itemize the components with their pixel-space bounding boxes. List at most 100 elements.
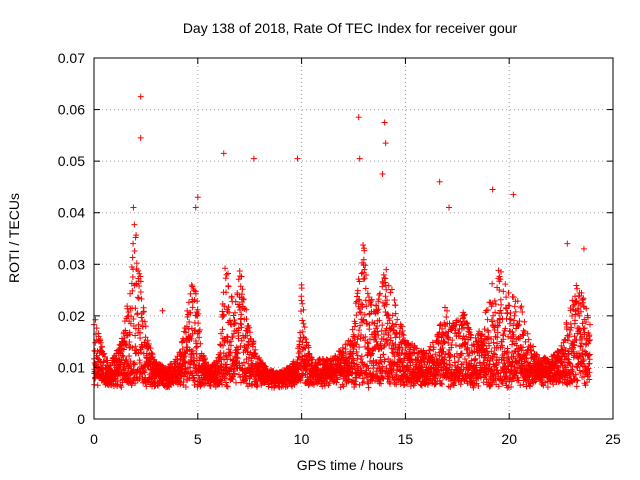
data-point <box>383 297 390 304</box>
data-point <box>392 371 399 378</box>
data-point <box>571 333 578 340</box>
data-point <box>245 360 252 367</box>
data-point <box>125 362 132 369</box>
data-point <box>323 378 330 385</box>
data-point <box>521 318 528 325</box>
data-point <box>295 350 302 357</box>
data-point <box>297 348 304 355</box>
data-point <box>298 285 305 292</box>
data-point <box>182 329 189 336</box>
data-point <box>126 339 133 346</box>
data-point <box>436 178 443 185</box>
data-point <box>383 266 390 273</box>
data-point <box>578 340 585 347</box>
data-point <box>350 331 357 338</box>
data-point <box>131 360 138 367</box>
data-point <box>518 347 525 354</box>
data-point <box>570 348 577 355</box>
data-point <box>133 260 140 267</box>
data-point <box>530 343 537 350</box>
data-point <box>380 351 387 358</box>
data-point <box>397 366 404 373</box>
data-point <box>240 359 247 366</box>
data-point <box>130 240 137 247</box>
data-point <box>425 379 432 386</box>
data-point <box>365 384 372 391</box>
data-point <box>148 350 155 357</box>
data-point <box>147 345 154 352</box>
data-point <box>141 318 148 325</box>
data-point <box>497 296 504 303</box>
data-point <box>510 331 517 338</box>
data-point <box>375 306 382 313</box>
data-point <box>351 323 358 330</box>
data-point <box>358 359 365 366</box>
data-point <box>291 381 298 388</box>
data-point <box>243 316 250 323</box>
data-point <box>452 342 459 349</box>
data-point <box>196 334 203 341</box>
data-point <box>533 351 540 358</box>
data-point <box>359 375 366 382</box>
data-point <box>519 308 526 315</box>
data-point <box>379 363 386 370</box>
y-tick-label: 0.03 <box>58 256 85 272</box>
data-point <box>581 325 588 332</box>
data-point <box>92 339 99 346</box>
data-point <box>225 270 232 277</box>
data-point <box>522 338 529 345</box>
data-point <box>527 342 534 349</box>
data-point <box>223 361 230 368</box>
data-point <box>505 289 512 296</box>
data-point <box>574 377 581 384</box>
data-point <box>574 361 581 368</box>
data-point <box>443 314 450 321</box>
data-point <box>494 369 501 376</box>
data-point <box>388 345 395 352</box>
data-point <box>437 321 444 328</box>
data-point <box>140 308 147 315</box>
data-point <box>334 376 341 383</box>
data-point <box>565 351 572 358</box>
data-point <box>379 322 386 329</box>
data-point <box>228 293 235 300</box>
data-point <box>354 352 361 359</box>
data-point <box>389 340 396 347</box>
data-point <box>526 383 533 390</box>
data-point <box>450 382 457 389</box>
data-point <box>489 318 496 325</box>
data-point <box>230 312 237 319</box>
data-point <box>297 329 304 336</box>
data-point <box>232 309 239 316</box>
data-point <box>302 336 309 343</box>
data-point <box>432 351 439 358</box>
data-point <box>503 305 510 312</box>
data-point <box>132 305 139 312</box>
data-point <box>218 360 225 367</box>
data-point <box>427 343 434 350</box>
data-point <box>464 320 471 327</box>
data-point <box>569 368 576 375</box>
data-point <box>485 329 492 336</box>
data-point <box>235 346 242 353</box>
data-point <box>384 320 391 327</box>
data-point <box>498 268 505 275</box>
data-point <box>573 282 580 289</box>
data-point <box>568 324 575 331</box>
data-point <box>554 363 561 370</box>
data-point <box>117 382 124 389</box>
data-point <box>299 317 306 324</box>
data-point <box>445 340 452 347</box>
data-point <box>250 155 257 162</box>
data-point <box>476 328 483 335</box>
data-point <box>466 326 473 333</box>
data-point <box>137 93 144 100</box>
data-point <box>190 361 197 368</box>
data-point <box>463 319 470 326</box>
data-point <box>481 326 488 333</box>
data-point <box>135 267 142 274</box>
data-point <box>360 256 367 263</box>
y-tick-label: 0 <box>77 411 85 427</box>
data-point <box>497 307 504 314</box>
data-point <box>461 311 468 318</box>
